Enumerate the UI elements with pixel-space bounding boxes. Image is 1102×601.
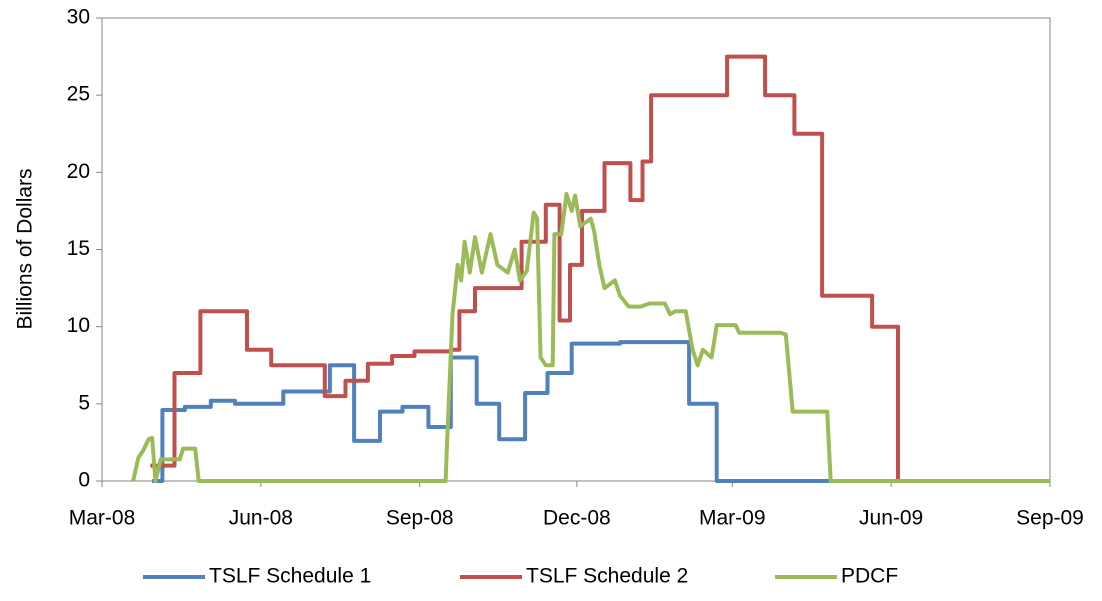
series-line — [131, 191, 1050, 483]
legend-label: TSLF Schedule 1 — [209, 565, 371, 588]
y-tick-label: 30 — [67, 6, 90, 29]
x-tick-label: Mar-09 — [699, 507, 766, 530]
y-tick-label: 10 — [67, 314, 90, 337]
y-tick-label: 0 — [78, 469, 90, 492]
series-line — [150, 54, 1050, 483]
plot-frame — [101, 17, 1051, 482]
legend-label: PDCF — [841, 565, 898, 588]
x-tick-label: Jun-09 — [859, 507, 923, 530]
y-tick-label: 5 — [78, 391, 90, 414]
y-axis-label: Billions of Dollars — [14, 168, 37, 329]
x-tick-label: Sep-09 — [1016, 507, 1084, 530]
y-tick-label: 20 — [67, 160, 90, 183]
series-line — [152, 340, 1050, 483]
x-tick-label: Dec-08 — [543, 507, 611, 530]
legend-label: TSLF Schedule 2 — [526, 565, 688, 588]
y-tick-label: 25 — [67, 83, 90, 106]
y-tick-label: 15 — [67, 237, 90, 260]
x-tick-label: Jun-08 — [229, 507, 293, 530]
x-tick-label: Sep-08 — [386, 507, 454, 530]
x-tick-label: Mar-08 — [69, 507, 136, 530]
